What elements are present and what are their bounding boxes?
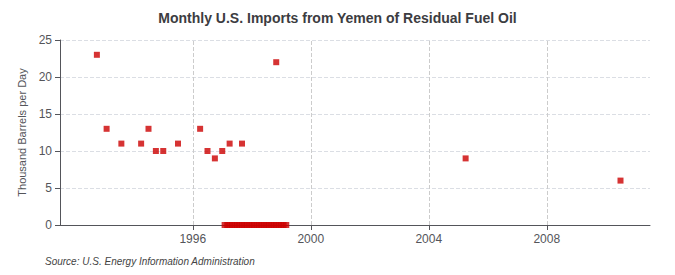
svg-text:2004: 2004	[415, 232, 442, 246]
svg-text:Thousand Barrels per Day: Thousand Barrels per Day	[16, 68, 28, 197]
svg-text:0: 0	[45, 218, 52, 232]
svg-text:2008: 2008	[533, 232, 560, 246]
svg-text:10: 10	[39, 144, 53, 158]
svg-text:25: 25	[39, 33, 53, 47]
svg-text:15: 15	[39, 107, 53, 121]
svg-text:1996: 1996	[179, 232, 206, 246]
svg-text:5: 5	[45, 181, 52, 195]
svg-text:20: 20	[39, 70, 53, 84]
svg-text:Monthly U.S. Imports from Yeme: Monthly U.S. Imports from Yemen of Resid…	[158, 10, 516, 26]
svg-text:2000: 2000	[297, 232, 324, 246]
svg-text:Source: U.S. Energy Informatio: Source: U.S. Energy Information Administ…	[45, 256, 255, 267]
